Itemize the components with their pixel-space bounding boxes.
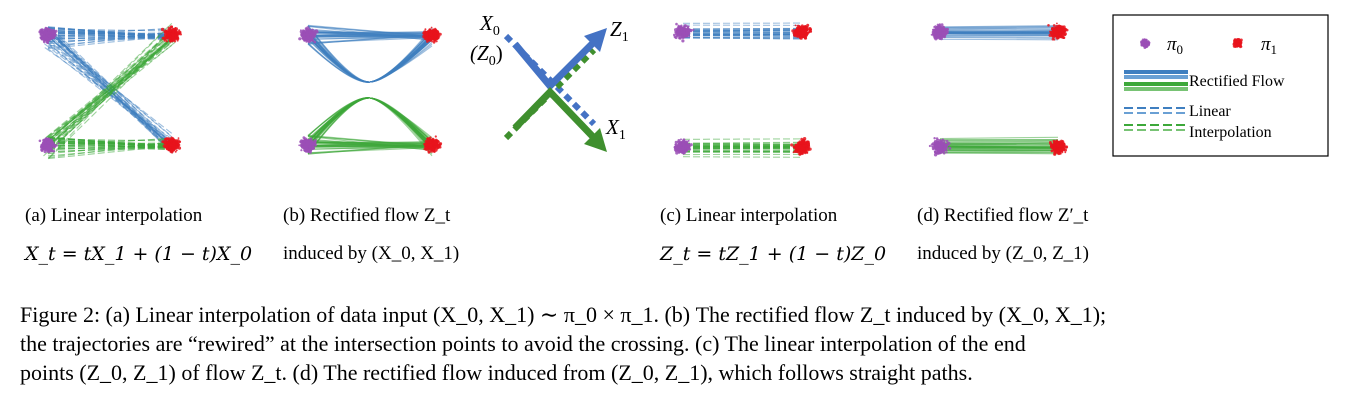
caption-line-1: Figure 2: (a) Linear interpolation of da… [20,302,1107,327]
pi1-cloud-bottom [161,136,182,154]
panel-a-formula: X_t = tX_1 + (1 − t)X_0 [25,243,253,265]
caption-line-3: points (Z_0, Z_1) of flow Z_t. (d) The r… [20,360,973,385]
pi1-cloud-top [1047,22,1069,41]
panel-b-formula: induced by (X_0, X_1) [283,243,460,264]
pi1-cloud-top [160,25,182,43]
figure-caption: Figure 2: (a) Linear interpolation of da… [20,300,1335,387]
panel-b-blue-trajectories [307,24,433,83]
legend-linear-label: Linear [1189,103,1231,120]
label-x1: X1 [605,115,626,143]
pi0-cloud-bottom [298,136,317,154]
pi1-cloud-top [791,23,813,40]
panel-a-green-trajectories [43,23,176,160]
caption-line-2: the trajectories are “rewired” at the in… [20,331,1026,356]
legend-box: π0 π1 Rectified Flow Linear Interpolatio… [1112,14,1329,157]
pi1-cloud-bottom [423,135,443,154]
pi1-cloud-top [422,26,442,44]
legend-pi1-label: π1 [1261,34,1277,57]
label-z1: Z1 [610,17,629,45]
legend-rectified-label: Rectified Flow [1189,73,1285,90]
pi0-cloud-top [298,26,319,44]
legend-linear-swatch [1124,107,1188,131]
panel-a-linear-interpolation [38,23,182,160]
panel-c-formula: Z_t = tZ_1 + (1 − t)Z_0 [660,243,887,265]
legend-rectified-swatch [1124,70,1188,91]
panel-d-label: (d) Rectified flow Z′_t [917,205,1089,226]
legend-pi1-swatch [1232,38,1243,49]
label-z0: (Z0) [470,41,503,69]
pi1-cloud-bottom [790,137,812,156]
green-arrowhead-icon [584,128,607,152]
panel-c-linear-interpolation [673,22,813,158]
pi0-cloud-bottom [928,137,952,157]
green-solid-path [512,86,599,143]
pi0-cloud-top [930,23,950,41]
blue-solid-path [512,37,599,92]
figure-panels: X0 (Z0) Z1 X1 π0 π1 Rectified Flow [38,11,1329,160]
panel-d-blue-trajectories [939,25,1059,41]
pi0-cloud-top [673,22,695,43]
label-x0: X0 [479,11,500,39]
panel-c-blue-trajectories [682,22,803,40]
panel-b-rectified-flow [298,24,443,157]
blue-arrowhead-icon [584,28,607,52]
panel-a-label: (a) Linear interpolation [25,205,203,226]
panel-d-green-trajectories [939,136,1059,155]
pi0-cloud-top [38,26,58,45]
rewiring-arrow-diagram: X0 (Z0) Z1 X1 [470,11,629,152]
legend-pi0-swatch [1140,38,1151,49]
panel-c-green-trajectories [682,138,803,158]
panel-b-point-clouds [298,26,443,154]
pi0-cloud-bottom [38,137,60,154]
legend-pi0-label: π0 [1167,34,1183,57]
dashed-blue-diagonal [503,33,597,127]
pi1-cloud-bottom [1048,139,1069,156]
panel-a-point-clouds [38,25,182,154]
panel-b-label: (b) Rectified flow Z_t [283,205,451,226]
panel-c-point-clouds [673,22,813,156]
legend-interpolation-label: Interpolation [1189,124,1272,141]
panel-d-rectified-flow [928,22,1069,157]
panel-d-point-clouds [928,22,1069,157]
legend-cloud-swatches [1140,38,1243,49]
panel-c-label: (c) Linear interpolation [660,205,838,226]
panel-d-formula: induced by (Z_0, Z_1) [917,243,1090,264]
panel-b-green-trajectories [307,97,433,157]
pi0-cloud-bottom [673,138,693,155]
